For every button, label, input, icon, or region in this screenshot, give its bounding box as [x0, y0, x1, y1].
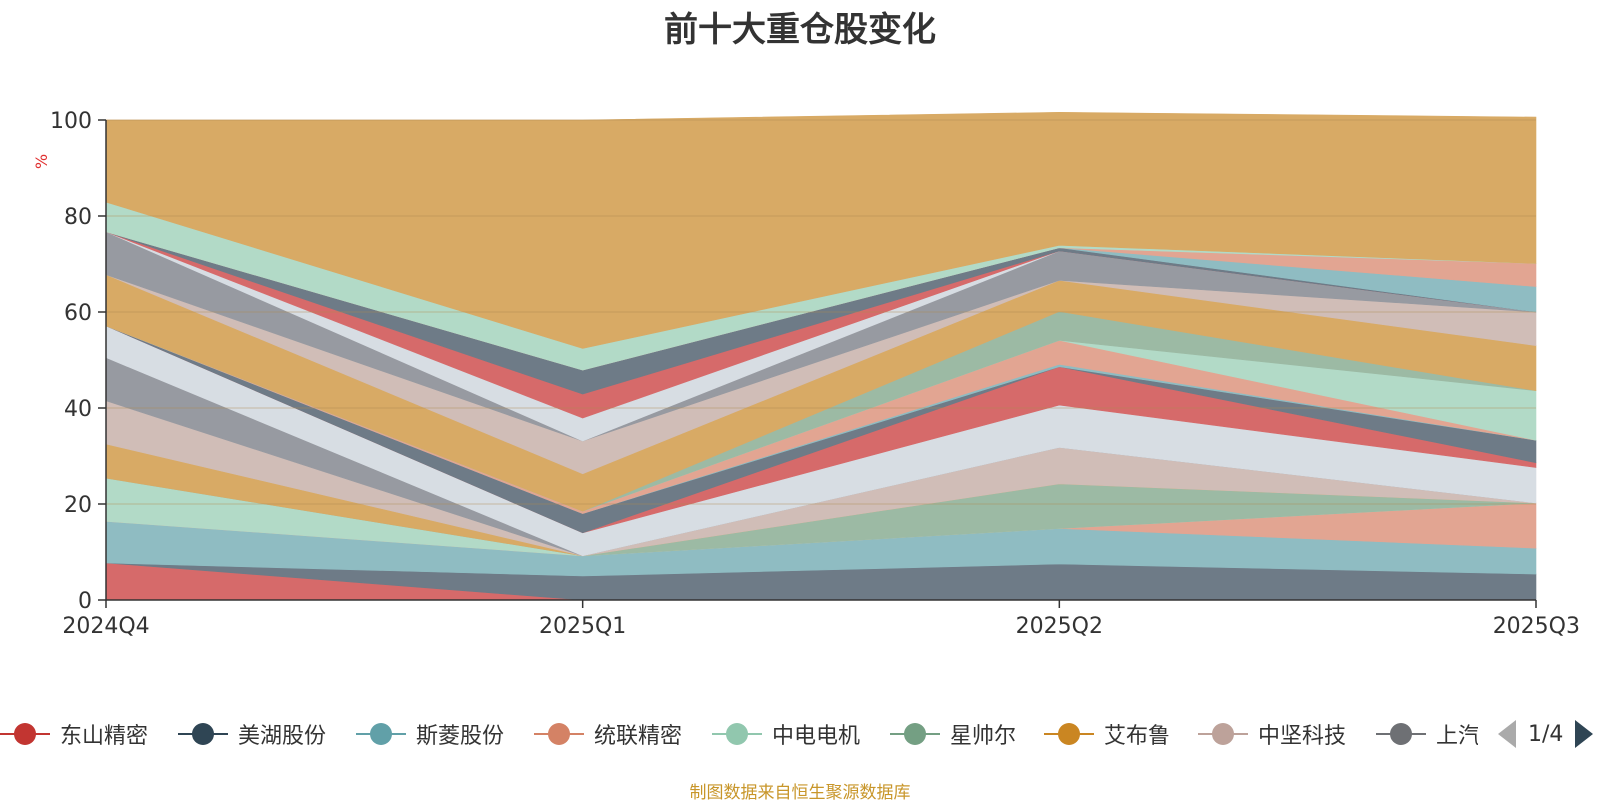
y-tick-label: 100	[50, 109, 92, 134]
y-tick-label: 40	[64, 397, 92, 422]
x-tick-label: 2025Q3	[1493, 614, 1580, 639]
legend-marker-icon	[178, 712, 228, 756]
legend-label: 上汽集团	[1436, 724, 1478, 749]
legend-label: 斯菱股份	[416, 724, 505, 749]
legend-items: 东山精密 美湖股份 斯菱股份 统联精密 中电电机 星帅尔 艾布鲁 中坚科技 上汽集团	[0, 712, 1478, 756]
legend-prev-page-icon[interactable]	[1498, 720, 1516, 748]
legend-pager: 1/4	[1498, 712, 1594, 756]
legend-label: 统联精密	[594, 724, 683, 749]
legend-marker-icon	[0, 712, 50, 756]
legend-label: 美湖股份	[238, 724, 327, 749]
area-series-layer	[105, 111, 1537, 601]
legend-item[interactable]: 星帅尔	[890, 712, 1016, 756]
stacked-area-chart: 0 20 40 60 80 100 2024Q4 2025Q1 2025Q2 2025Q3	[50, 109, 1580, 639]
y-tick-label: 80	[64, 205, 92, 230]
legend-item[interactable]: 中坚科技	[1198, 712, 1346, 756]
legend: 东山精密 美湖股份 斯菱股份 统联精密 中电电机 星帅尔 艾布鲁 中坚科技 上汽集团 1/4	[0, 712, 1600, 756]
legend-marker-icon	[890, 712, 940, 756]
legend-label: 中电电机	[772, 724, 861, 749]
x-tick-label: 2024Q4	[62, 614, 149, 639]
x-tick-label: 2025Q2	[1016, 614, 1103, 639]
legend-item[interactable]: 艾布鲁	[1044, 712, 1170, 756]
legend-page-indicator: 1/4	[1528, 721, 1564, 747]
legend-next-page-icon[interactable]	[1575, 720, 1594, 748]
chart-title: 前十大重仓股变化	[664, 10, 936, 50]
grid-lines	[106, 119, 1536, 505]
legend-marker-icon	[1376, 712, 1426, 756]
legend-item[interactable]: 统联精密	[534, 712, 682, 756]
source-note: 制图数据来自恒生聚源数据库	[689, 783, 911, 803]
y-tick-label: 20	[64, 493, 92, 518]
legend-marker-icon	[356, 712, 406, 756]
legend-item[interactable]: 美湖股份	[178, 712, 326, 756]
legend-label: 星帅尔	[950, 724, 1017, 749]
legend-item[interactable]: 上汽集团	[1376, 712, 1478, 756]
x-tick-label: 2025Q1	[539, 614, 626, 639]
legend-marker-icon	[1198, 712, 1248, 756]
y-tick-label: 60	[64, 301, 92, 326]
legend-marker-icon	[712, 712, 762, 756]
y-tick-label: 0	[78, 589, 92, 614]
legend-item[interactable]: 东山精密	[0, 712, 148, 756]
legend-label: 艾布鲁	[1104, 724, 1171, 749]
area-series-其他[interactable]	[105, 111, 1537, 349]
legend-item[interactable]: 斯菱股份	[356, 712, 504, 756]
legend-label: 中坚科技	[1258, 724, 1347, 749]
legend-marker-icon	[534, 712, 584, 756]
legend-marker-icon	[1044, 712, 1094, 756]
legend-item[interactable]: 中电电机	[712, 712, 860, 756]
legend-label: 东山精密	[60, 724, 149, 749]
axes: 0 20 40 60 80 100 2024Q4 2025Q1 2025Q2 2025Q3	[50, 109, 1580, 639]
